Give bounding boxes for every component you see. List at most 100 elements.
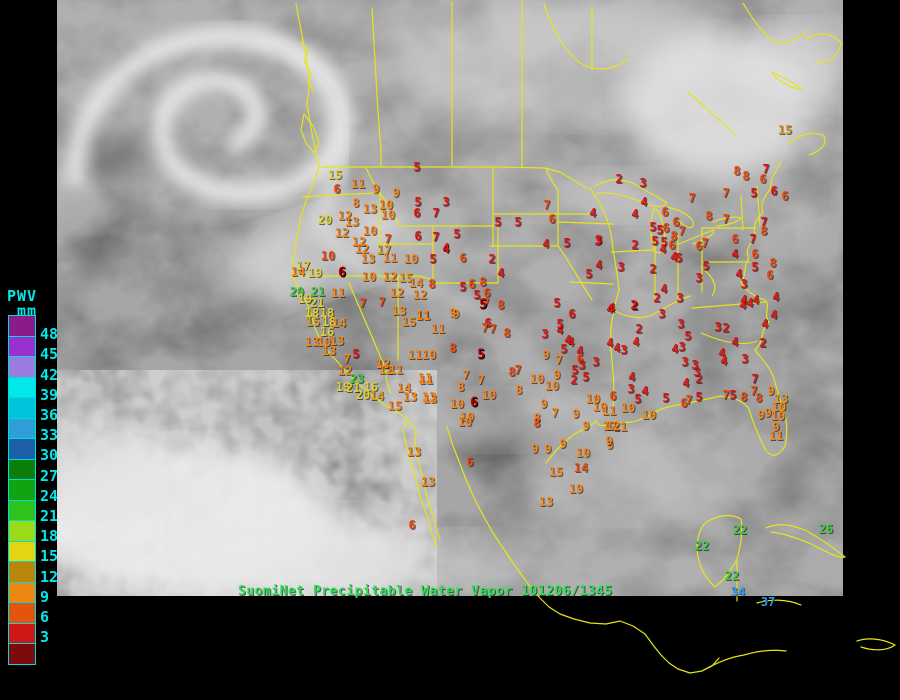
station-pwv-value: 23	[349, 372, 365, 386]
station-pwv-value: 4	[613, 341, 621, 355]
station-pwv-value: 5	[429, 252, 437, 266]
legend-cell	[8, 602, 36, 624]
legend-cell	[8, 356, 36, 378]
station-pwv-value: 7	[762, 162, 770, 176]
station-pwv-value: 8	[508, 365, 516, 379]
station-pwv-value: 4	[720, 354, 728, 368]
station-pwv-value: 7	[749, 232, 757, 246]
station-pwv-value: 19	[307, 266, 323, 280]
cuba	[765, 524, 846, 558]
station-pwv-value: 3	[592, 355, 600, 369]
station-pwv-value: 6	[459, 251, 467, 265]
station-pwv-value: 19	[568, 482, 584, 496]
station-pwv-value: 2	[635, 322, 643, 336]
legend-tick-label: 24	[40, 486, 59, 505]
station-pwv-value: 10	[585, 392, 601, 406]
station-pwv-value: 3	[678, 340, 686, 354]
station-pwv-value: 9	[372, 182, 380, 196]
station-pwv-value: 13	[344, 215, 360, 229]
station-pwv-value: 12	[412, 288, 428, 302]
legend-cell	[8, 643, 36, 665]
station-pwv-value: 5	[750, 186, 758, 200]
station-pwv-value: 8	[533, 416, 541, 430]
central-america-coast	[701, 649, 787, 672]
station-pwv-value: 22	[724, 569, 740, 583]
station-pwv-value: 9	[553, 368, 561, 382]
station-pwv-value: 2	[653, 291, 661, 305]
station-pwv-value: 6	[413, 206, 421, 220]
station-pwv-value: 15	[548, 465, 564, 479]
state-lines-midwest	[557, 221, 691, 319]
honduras	[756, 599, 802, 606]
station-pwv-value: 34	[730, 585, 746, 599]
station-pwv-value: 20	[317, 213, 333, 227]
station-pwv-value: 3	[681, 355, 689, 369]
station-pwv-value: 10	[378, 198, 394, 212]
station-pwv-value: 14	[331, 316, 347, 330]
lake-michigan	[650, 207, 666, 254]
station-pwv-value: 9	[542, 348, 550, 362]
station-pwv-value: 4	[772, 290, 780, 304]
station-pwv-value: 5	[649, 220, 657, 234]
station-pwv-value: 8	[533, 411, 541, 425]
station-pwv-value: 8	[352, 196, 360, 210]
legend-tick-label: 18	[40, 527, 59, 546]
station-pwv-value: 6	[470, 395, 478, 411]
legend-cell	[8, 540, 36, 562]
station-pwv-value: 3	[617, 260, 625, 274]
station-pwv-value: 37	[760, 595, 776, 609]
station-pwv-value: 6	[781, 189, 789, 203]
station-pwv-value: 7	[688, 191, 696, 205]
station-pwv-value: 11	[430, 322, 446, 336]
station-pwv-value: 2	[695, 372, 703, 386]
station-pwv-value: 16	[319, 325, 335, 339]
station-pwv-value: 2	[649, 262, 657, 276]
station-pwv-value: 9	[531, 442, 539, 456]
legend-cell	[8, 622, 36, 644]
station-pwv-value: 11	[415, 309, 431, 323]
station-pwv-value: 5	[413, 160, 421, 174]
station-pwv-value: 13	[402, 390, 418, 404]
station-pwv-value: 8	[503, 326, 511, 340]
station-pwv-value: 7	[701, 236, 709, 250]
station-pwv-value: 11	[415, 308, 431, 322]
station-pwv-value: 5	[514, 215, 522, 229]
legend-cell	[8, 479, 36, 501]
station-pwv-value: 9	[544, 442, 552, 456]
station-pwv-value: 8	[755, 391, 763, 405]
station-pwv-value: 20	[289, 285, 305, 299]
station-pwv-value: 4	[641, 384, 649, 398]
station-pwv-value: 10	[403, 252, 419, 266]
station-pwv-value: 2	[630, 298, 638, 312]
station-pwv-value: 5	[352, 347, 360, 361]
station-pwv-value: 9	[605, 434, 613, 448]
station-pwv-value: 5	[660, 235, 668, 249]
station-pwv-value: 5	[494, 215, 502, 229]
hudson-bay	[543, 2, 630, 70]
station-pwv-value: 10	[421, 348, 437, 362]
station-pwv-value: 11	[418, 373, 434, 387]
st-lawrence	[687, 91, 737, 136]
station-pwv-value: 6	[662, 221, 670, 235]
station-pwv-value: 11	[768, 429, 784, 443]
station-pwv-value: 7	[751, 372, 759, 386]
station-pwv-value: 4	[628, 370, 636, 384]
station-pwv-value: 2	[631, 299, 639, 313]
station-pwv-value: 11	[382, 251, 398, 265]
station-pwv-value: 10	[770, 409, 786, 423]
legend-cell	[8, 458, 36, 480]
station-pwv-value: 4	[556, 323, 564, 337]
station-pwv-value: 3	[695, 271, 703, 285]
state-lines-west	[292, 167, 499, 394]
station-pwv-value: 7	[432, 206, 440, 220]
station-pwv-value: 8	[449, 341, 457, 355]
station-pwv-value: 10	[316, 335, 332, 349]
station-pwv-value: 6	[661, 205, 669, 219]
station-pwv-value: 4	[442, 241, 450, 255]
lake-superior	[593, 179, 668, 207]
station-pwv-value: 4	[731, 335, 739, 349]
station-pwv-value: 9	[452, 307, 460, 321]
station-pwv-value: 9	[449, 306, 457, 320]
legend-tick-label: 6	[40, 608, 50, 626]
